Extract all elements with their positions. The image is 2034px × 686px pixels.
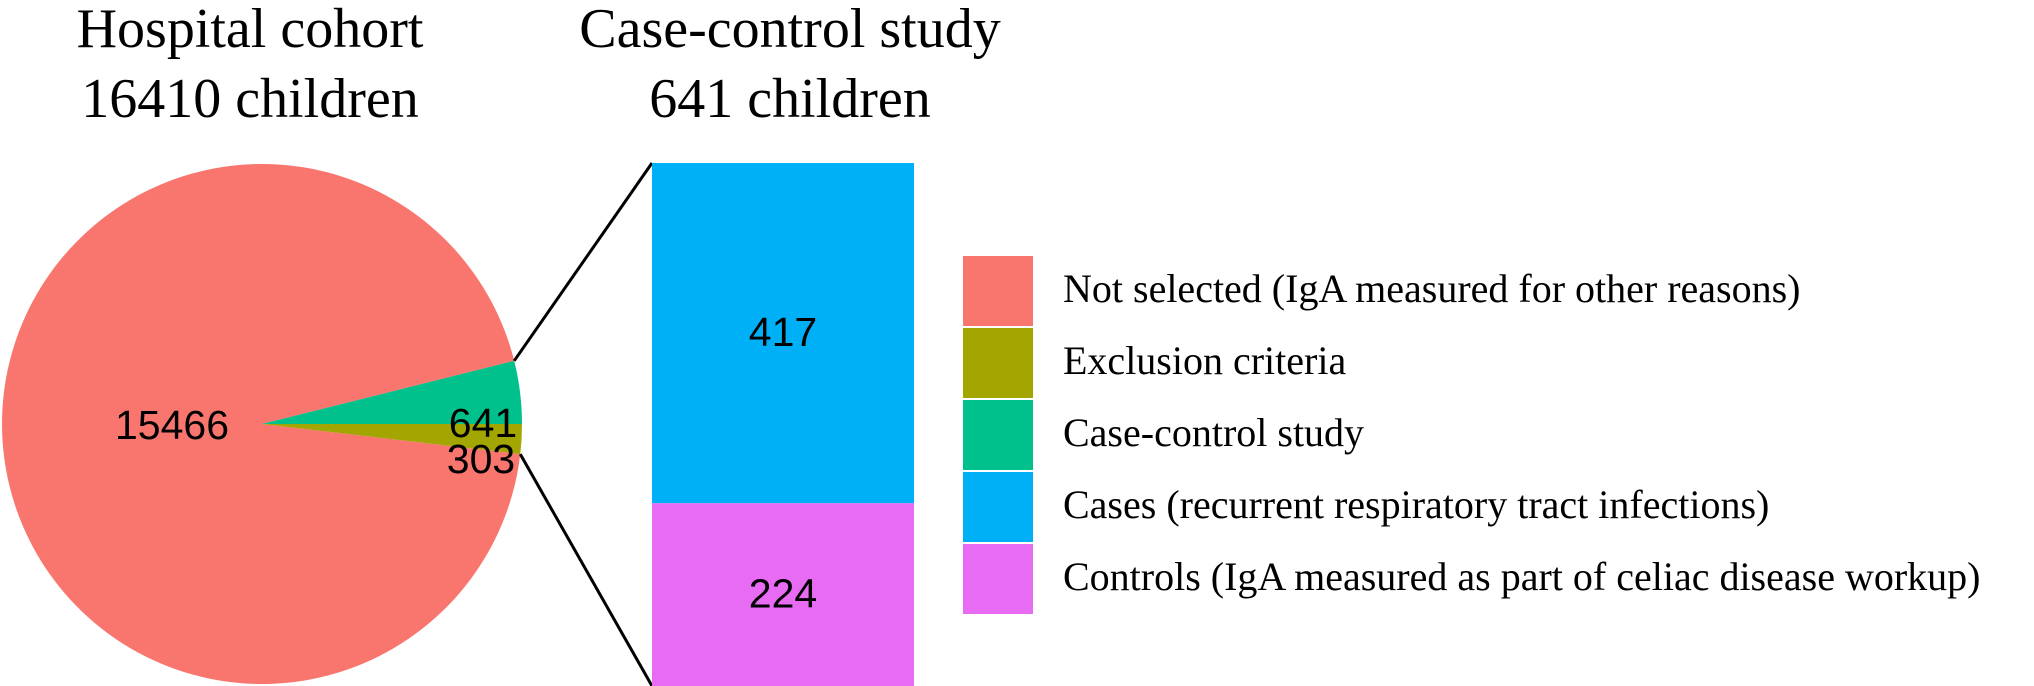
bar-segment-cases [652,163,914,504]
bar-title-line: Case-control study [579,0,1001,60]
bar-title: Case-control study 641 children [530,0,1050,134]
pie-slice-not-selected-iga-measured-for-other-reasons [2,163,521,684]
legend-label-3: Cases (recurrent respiratory tract infec… [1063,482,1769,527]
connector-line-top [512,162,654,362]
pie-slice-case-control-study [262,360,522,424]
stacked-bar-chart: 417 224 [652,163,914,686]
legend-label-1: Exclusion criteria [1063,338,1346,383]
pie-title: Hospital cohort 16410 children [0,0,500,134]
pie-title-line: Hospital cohort [76,0,424,60]
pie-subtitle-line: 16410 children [81,68,419,130]
legend-label-0: Not selected (IgA measured for other rea… [1063,266,1801,311]
legend: Not selected (IgA measured for other rea… [963,256,1980,614]
bar-label-controls: 224 [749,570,817,616]
pie-label-case-control: 641 [449,400,517,446]
connector-line-bottom [518,453,654,686]
pie-label-exclusion: 303 [447,436,515,482]
legend-key-2 [963,400,1033,470]
bar-label-cases: 417 [749,309,817,355]
bar-subtitle-line: 641 children [649,68,931,130]
pie-label-not-selected: 15466 [115,402,229,448]
legend-label-4: Controls (IgA measured as part of celiac… [1063,554,1980,599]
legend-key-0 [963,256,1033,326]
legend-key-4 [963,544,1033,614]
legend-key-1 [963,328,1033,398]
zoom-connectors [512,162,654,686]
legend-key-3 [963,472,1033,542]
legend-label-2: Case-control study [1063,410,1364,455]
pie-slice-exclusion-criteria [262,424,522,455]
bar-segment-controls [652,503,914,686]
